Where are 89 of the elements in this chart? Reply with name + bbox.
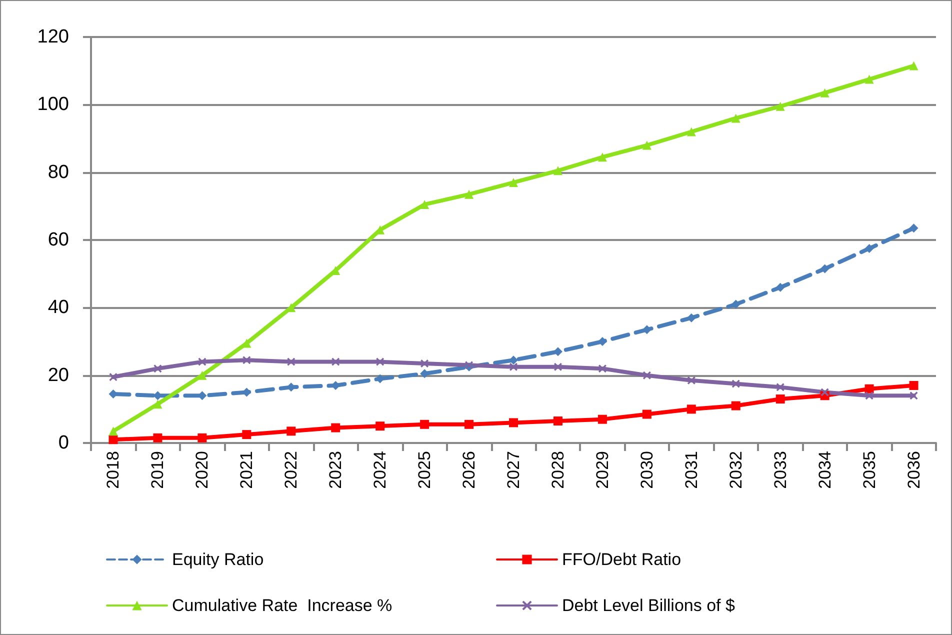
point (731, 114, 740, 123)
x-tick-label: 2019 (148, 451, 168, 489)
point (642, 371, 651, 380)
point (154, 364, 162, 373)
line-series (109, 356, 918, 400)
point (108, 426, 118, 436)
point (376, 358, 384, 366)
point (286, 426, 296, 436)
point (242, 356, 251, 364)
point (642, 325, 652, 334)
point (509, 356, 518, 365)
legend-label: Debt Level Billions of $ (562, 596, 736, 615)
point (108, 435, 118, 444)
point (198, 433, 207, 442)
point (909, 380, 918, 390)
y-tick-label: 120 (37, 26, 69, 48)
point (598, 152, 607, 162)
point (820, 264, 830, 274)
point (420, 420, 430, 429)
point (776, 394, 785, 404)
x-tick-label: 2031 (682, 451, 701, 489)
legend-label: Equity Ratio (172, 550, 264, 569)
x-tick-label: 2030 (637, 451, 656, 489)
y-tick-label: 60 (48, 230, 69, 250)
x-tick-label: 2026 (460, 451, 479, 489)
point (909, 61, 918, 70)
x-tick-label: 2034 (815, 451, 834, 489)
x-tick-label: 2036 (904, 451, 924, 489)
point (553, 166, 562, 176)
y-tick-label: 20 (48, 364, 69, 386)
x-tick-label: 2035 (860, 451, 879, 489)
point (153, 433, 162, 442)
point (420, 200, 430, 209)
x-tick-label: 2023 (326, 451, 346, 489)
point (553, 416, 562, 426)
point (864, 384, 874, 394)
point (686, 127, 696, 136)
point (686, 404, 696, 414)
point (642, 410, 652, 419)
point (776, 282, 785, 292)
x-tick-label: 2033 (770, 451, 790, 489)
point (376, 422, 385, 431)
y-tick-label: 80 (48, 162, 69, 183)
point (910, 392, 918, 400)
point (864, 74, 874, 84)
y-tick-label: 100 (37, 94, 69, 116)
point (464, 420, 474, 429)
point (332, 358, 340, 366)
point (687, 376, 696, 384)
point (731, 401, 740, 410)
y-tick-label: 0 (58, 432, 69, 454)
point (153, 400, 162, 409)
legend-label: Cumulative Rate Increase % (172, 596, 392, 615)
x-tick-label: 2021 (237, 451, 256, 489)
point (909, 224, 918, 233)
point (510, 362, 518, 371)
x-tick-label: 2025 (415, 451, 434, 489)
point (287, 358, 296, 366)
x-tick-label: 2022 (282, 451, 301, 489)
point (820, 88, 830, 98)
point (732, 380, 740, 388)
x-tick-label: 2027 (504, 451, 523, 489)
point (464, 190, 474, 199)
point (554, 362, 562, 371)
point (686, 313, 696, 322)
y-tick-label: 40 (48, 297, 69, 318)
point (420, 359, 429, 368)
legend-label: FFO/Debt Ratio (562, 550, 682, 569)
x-tick-label: 2024 (370, 451, 390, 489)
point (865, 392, 874, 400)
point (198, 358, 206, 366)
x-tick-label: 2028 (548, 451, 568, 489)
point (731, 300, 740, 309)
point (864, 244, 874, 253)
point (242, 430, 252, 440)
point (776, 102, 785, 111)
point (331, 423, 340, 432)
point (509, 418, 518, 428)
point (598, 414, 607, 424)
point (598, 364, 606, 373)
x-tick-label: 2018 (104, 451, 123, 489)
x-tick-label: 2029 (592, 451, 612, 489)
x-tick-label: 2032 (726, 451, 746, 489)
x-tick-label: 2020 (192, 451, 212, 489)
point (198, 370, 207, 380)
point (642, 140, 652, 150)
point (509, 178, 518, 187)
point (820, 388, 829, 396)
point (776, 383, 784, 392)
